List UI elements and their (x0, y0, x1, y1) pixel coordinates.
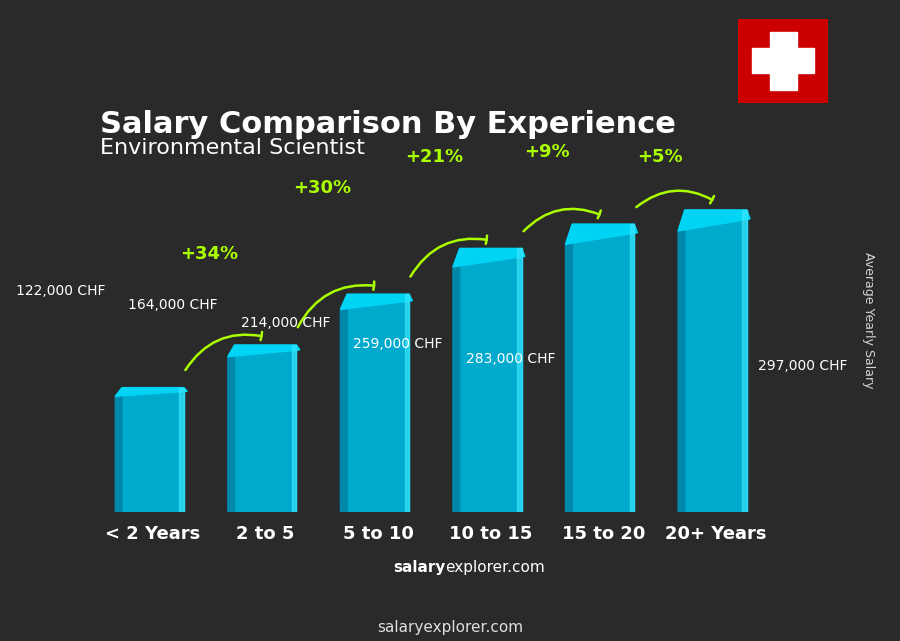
Bar (685, 210, 747, 512)
Text: explorer.com: explorer.com (446, 560, 545, 576)
Text: 297,000 CHF: 297,000 CHF (758, 359, 848, 373)
Bar (572, 224, 634, 512)
Polygon shape (228, 345, 300, 356)
Bar (235, 345, 296, 512)
Polygon shape (678, 210, 750, 231)
Bar (292, 345, 296, 512)
Text: Environmental Scientist: Environmental Scientist (100, 138, 364, 158)
Text: 122,000 CHF: 122,000 CHF (15, 284, 105, 298)
Bar (460, 249, 522, 512)
Polygon shape (565, 224, 637, 244)
Polygon shape (115, 388, 122, 512)
Text: Average Yearly Salary: Average Yearly Salary (862, 253, 875, 388)
Text: +34%: +34% (180, 245, 238, 263)
Text: 164,000 CHF: 164,000 CHF (128, 298, 218, 312)
Text: Salary Comparison By Experience: Salary Comparison By Experience (100, 110, 676, 139)
Polygon shape (340, 294, 412, 310)
Bar (770, 31, 796, 90)
Polygon shape (340, 294, 347, 512)
Polygon shape (115, 388, 187, 396)
Polygon shape (453, 249, 525, 267)
Text: 214,000 CHF: 214,000 CHF (240, 316, 330, 330)
Bar (752, 48, 814, 73)
Polygon shape (565, 224, 572, 512)
Text: 283,000 CHF: 283,000 CHF (466, 352, 555, 365)
Text: 259,000 CHF: 259,000 CHF (354, 337, 443, 351)
Text: salary: salary (393, 560, 446, 576)
Text: +21%: +21% (405, 148, 464, 166)
Polygon shape (228, 345, 235, 512)
Bar (122, 388, 184, 512)
Bar (179, 388, 184, 512)
Bar (630, 224, 634, 512)
Bar (347, 294, 409, 512)
Text: +5%: +5% (636, 148, 682, 166)
Bar (404, 294, 409, 512)
Text: +9%: +9% (524, 143, 570, 161)
Bar (518, 249, 522, 512)
Bar (742, 210, 747, 512)
Text: salaryexplorer.com: salaryexplorer.com (377, 620, 523, 635)
Polygon shape (453, 249, 460, 512)
Polygon shape (678, 210, 685, 512)
Text: +30%: +30% (292, 179, 351, 197)
